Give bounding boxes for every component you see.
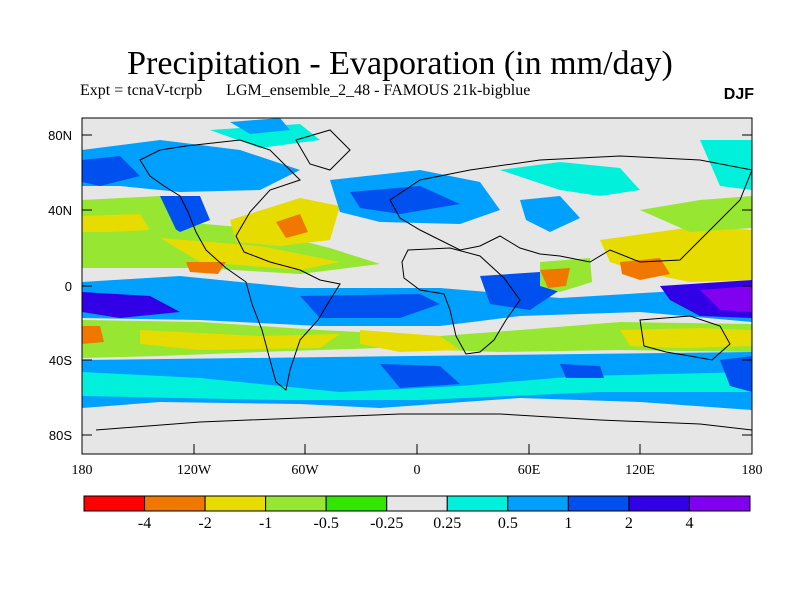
contour-north-orange [186,262,226,274]
colorbar-swatch [688,495,751,512]
colorbar-label: 0.5 [498,515,518,532]
season-label: DJF [723,86,754,103]
lat-tick-label: 40S [49,353,72,368]
colorbar-label: -4 [138,515,151,532]
contour-west-pacific-max [700,286,752,312]
colorbar-label: 2 [625,515,633,532]
colorbar-swatch [628,495,690,512]
lon-tick-label: 120E [625,463,655,478]
contour-npac-yellow [82,214,150,232]
colorbar-label: -2 [198,515,211,532]
latitude-tick-labels: 80N 40N 0 40S 80S [48,128,72,443]
longitude-tick-labels: 180 120W 60W 0 60E 120E 180 [72,463,763,478]
contour-east-pacific-deep [82,292,180,318]
colorbar-label: -0.5 [314,515,339,532]
axis-ticks [81,134,753,454]
contour-spac-deep [720,356,752,392]
colorbar-swatch [386,495,448,512]
lon-tick-label: 180 [72,463,93,478]
lat-tick-label: 80N [48,128,72,143]
contour-southern-cyan [82,372,752,400]
contour-south-atlantic-yellow [360,330,460,352]
colorbar-swatch [507,495,569,512]
lon-tick-label: 60E [518,463,541,478]
contour-npac-deep [82,156,140,186]
contour-south-indian-yellow [620,328,752,348]
colorbar-swatch [567,495,630,512]
contour-sind-deep [560,364,604,378]
contour-asia-blue [520,196,580,232]
lon-tick-label: 120W [177,463,212,478]
contour-siberia-cyan [500,162,640,196]
colorbar-swatch [265,495,327,512]
lat-tick-label: 40N [48,203,72,218]
lat-tick-label: 0 [65,279,72,294]
colorbar-swatch [325,495,388,512]
colorbar: -4 -2 -1 -0.5 -0.25 0.25 0.5 1 2 4 [83,495,751,532]
experiment-subtitle: Expt = tcnaV-tcrpb LGM_ensemble_2_48 - F… [80,82,531,99]
lon-tick-label: 180 [742,463,763,478]
contour-europe-deep [350,186,460,214]
contour-arctic-cyan-west [210,124,320,148]
contour-sw-orange [82,326,104,344]
chart-title: Precipitation - Evaporation (in mm/day) [127,45,673,82]
colorbar-swatch [144,495,206,512]
colorbar-label: -0.25 [370,515,403,532]
contour-atlantic-itcz [300,294,440,318]
contour-arctic-blue [230,118,290,134]
contour-npac-blue [82,140,300,192]
colorbar-swatch [83,495,146,512]
lat-tick-label: 80S [49,428,72,443]
colorbar-label: 4 [685,515,693,532]
colorbar-label: -1 [259,515,272,532]
contour-npac-green [640,196,752,232]
coastlines [95,129,752,431]
contour-field [82,118,752,454]
contour-arabia-orange [540,268,570,288]
contour-asia-orange [620,258,670,280]
contour-south-pacific-yellow [140,330,340,350]
colorbar-swatch [446,495,509,512]
contour-satl-deep [380,364,460,388]
contour-natl-orange [276,214,308,238]
colorbar-label: 1 [564,515,572,532]
lon-tick-label: 60W [291,463,319,478]
colorbar-label: 0.25 [433,515,461,532]
colorbar-swatch [204,495,267,512]
lon-tick-label: 0 [414,463,421,478]
